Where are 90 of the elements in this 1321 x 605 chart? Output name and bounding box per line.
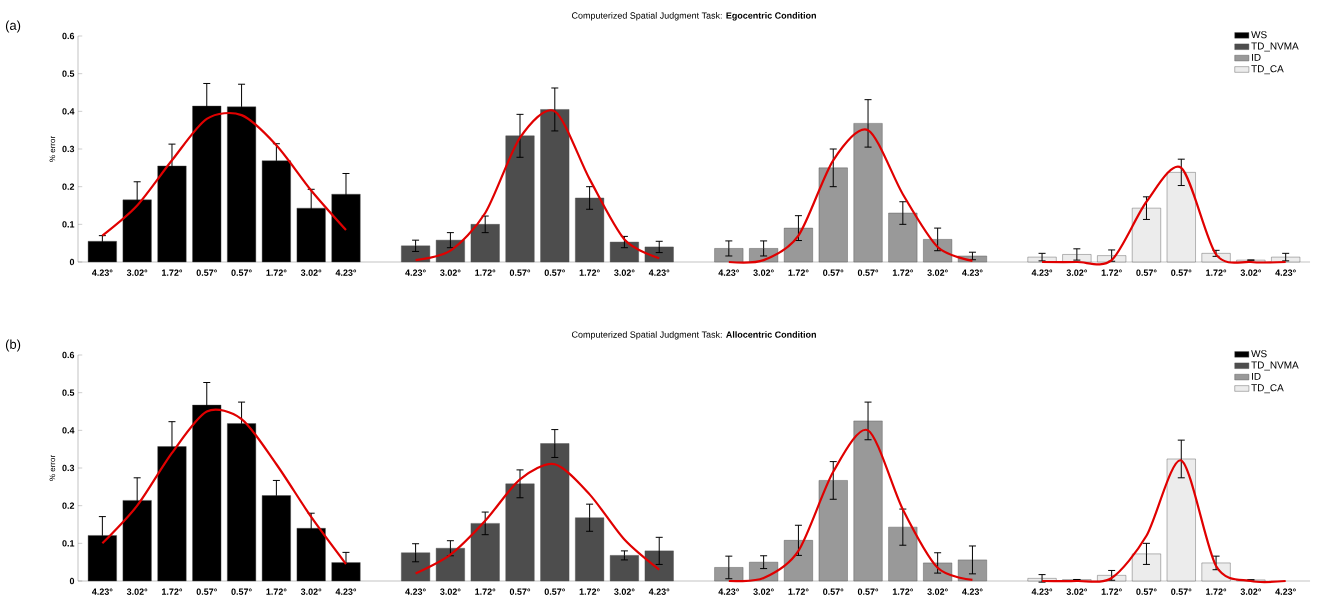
x-tick-label: 3.02° [1066, 269, 1087, 276]
x-tick-label: 4.23° [718, 588, 739, 595]
y-tick-label: 0.2 [62, 502, 75, 509]
x-tick-label: 3.02° [1240, 588, 1262, 595]
chart-title: Computerized Spatial Judgment Task: Allocentric Condition [571, 331, 816, 340]
x-tick-label: 4.23° [91, 269, 113, 276]
y-tick-label: 0 [69, 258, 75, 266]
y-tick-label: 0.4 [62, 427, 75, 434]
legend-label: TD_NVMA [1251, 42, 1299, 52]
legend-label: TD_NVMA [1251, 361, 1299, 371]
x-tick-label: 0.57° [509, 588, 531, 595]
x-tick-label: 1.72° [266, 269, 287, 276]
x-tick-label: 3.02° [1066, 588, 1087, 595]
x-tick-label: 0.57° [1171, 588, 1192, 595]
x-tick-label: 0.57° [823, 269, 844, 276]
y-tick-label: 0 [69, 577, 75, 585]
x-tick-label: 4.23° [91, 588, 113, 595]
x-tick-label: 1.72° [475, 269, 496, 276]
legend-label: ID [1252, 372, 1261, 380]
x-tick-label: 1.72° [788, 269, 809, 276]
x-tick-label: 1.72° [579, 588, 600, 595]
x-tick-label: 3.02° [126, 269, 148, 276]
x-tick-label: 4.23° [335, 269, 357, 276]
x-tick-label: 3.02° [614, 269, 635, 276]
x-tick-label: 0.57° [544, 588, 565, 595]
text: (a) [5, 20, 21, 33]
x-tick-label: 4.23° [718, 269, 739, 276]
x-tick-label: 1.72° [266, 588, 287, 595]
text: (b) [5, 339, 21, 352]
x-tick-label: 0.57° [857, 269, 879, 276]
x-tick-label: 0.57° [509, 269, 531, 276]
x-tick-label: 0.57° [857, 588, 879, 595]
x-tick-label: 1.72° [892, 588, 913, 595]
x-tick-label: 3.02° [927, 269, 948, 276]
x-tick-label: 1.72° [788, 588, 809, 595]
x-tick-label: 4.23° [1031, 588, 1053, 595]
x-tick-label: 4.23° [405, 588, 426, 595]
x-tick-label: 4.23° [1275, 588, 1296, 595]
x-tick-label: 1.72° [1101, 269, 1122, 276]
x-tick-label: 1.72° [162, 269, 183, 276]
x-tick-label: 0.57° [231, 588, 252, 595]
x-tick-label: 0.57° [1136, 269, 1157, 276]
x-tick-label: 3.02° [300, 588, 322, 595]
x-tick-label: 4.23° [648, 588, 670, 595]
x-tick-label: 1.72° [1206, 269, 1227, 276]
legend-label: TD_CA [1251, 384, 1284, 394]
y-tick-label: 0.1 [62, 540, 75, 547]
x-tick-label: 1.72° [475, 588, 496, 595]
x-tick-label: 4.23° [648, 269, 670, 276]
x-tick-label: 4.23° [335, 588, 357, 595]
x-tick-label: 3.02° [753, 588, 774, 595]
y-tick-label: 0.3 [62, 145, 75, 153]
x-tick-label: 1.72° [1101, 588, 1122, 595]
x-tick-label: 4.23° [405, 269, 426, 276]
x-tick-label: 0.57° [823, 588, 844, 595]
x-tick-label: 3.02° [440, 588, 461, 595]
x-tick-label: 0.57° [1136, 588, 1157, 595]
x-tick-label: 1.72° [1206, 588, 1227, 595]
x-tick-label: 3.02° [440, 269, 461, 276]
x-tick-label: 3.02° [126, 588, 148, 595]
x-tick-label: 0.57° [231, 269, 252, 276]
x-tick-label: 0.57° [196, 269, 217, 276]
x-tick-label: 3.02° [300, 269, 322, 276]
x-tick-label: 0.57° [544, 269, 565, 276]
x-tick-label: 3.02° [927, 588, 948, 595]
x-tick-label: 3.02° [614, 588, 635, 595]
legend-label: ID [1252, 53, 1261, 61]
y-tick-label: 0.6 [62, 32, 75, 40]
y-tick-label: 0.6 [62, 351, 75, 359]
chart-title: Computerized Spatial Judgment Task: Egocentric Condition [571, 12, 816, 21]
x-tick-label: 3.02° [1240, 269, 1262, 276]
legend-label: WS [1251, 350, 1267, 358]
y-tick-label: 0.5 [62, 70, 75, 77]
x-tick-label: 4.23° [962, 269, 983, 276]
legend-label: TD_CA [1251, 65, 1284, 75]
x-tick-label: 1.72° [579, 269, 600, 276]
x-tick-label: 4.23° [962, 588, 983, 595]
x-tick-label: 4.23° [1031, 269, 1053, 276]
x-tick-label: 3.02° [753, 269, 774, 276]
x-tick-label: 0.57° [1171, 269, 1192, 276]
legend-label: WS [1251, 31, 1267, 39]
x-tick-label: 4.23° [1275, 269, 1296, 276]
y-tick-label: 0.3 [62, 464, 75, 472]
x-tick-label: 1.72° [162, 588, 183, 595]
y-tick-label: 0.2 [62, 183, 75, 190]
y-tick-label: 0.5 [62, 389, 75, 396]
y-tick-label: 0.4 [62, 108, 75, 115]
x-tick-label: 0.57° [196, 588, 217, 595]
x-tick-label: 1.72° [892, 269, 913, 276]
y-tick-label: 0.1 [62, 221, 75, 228]
